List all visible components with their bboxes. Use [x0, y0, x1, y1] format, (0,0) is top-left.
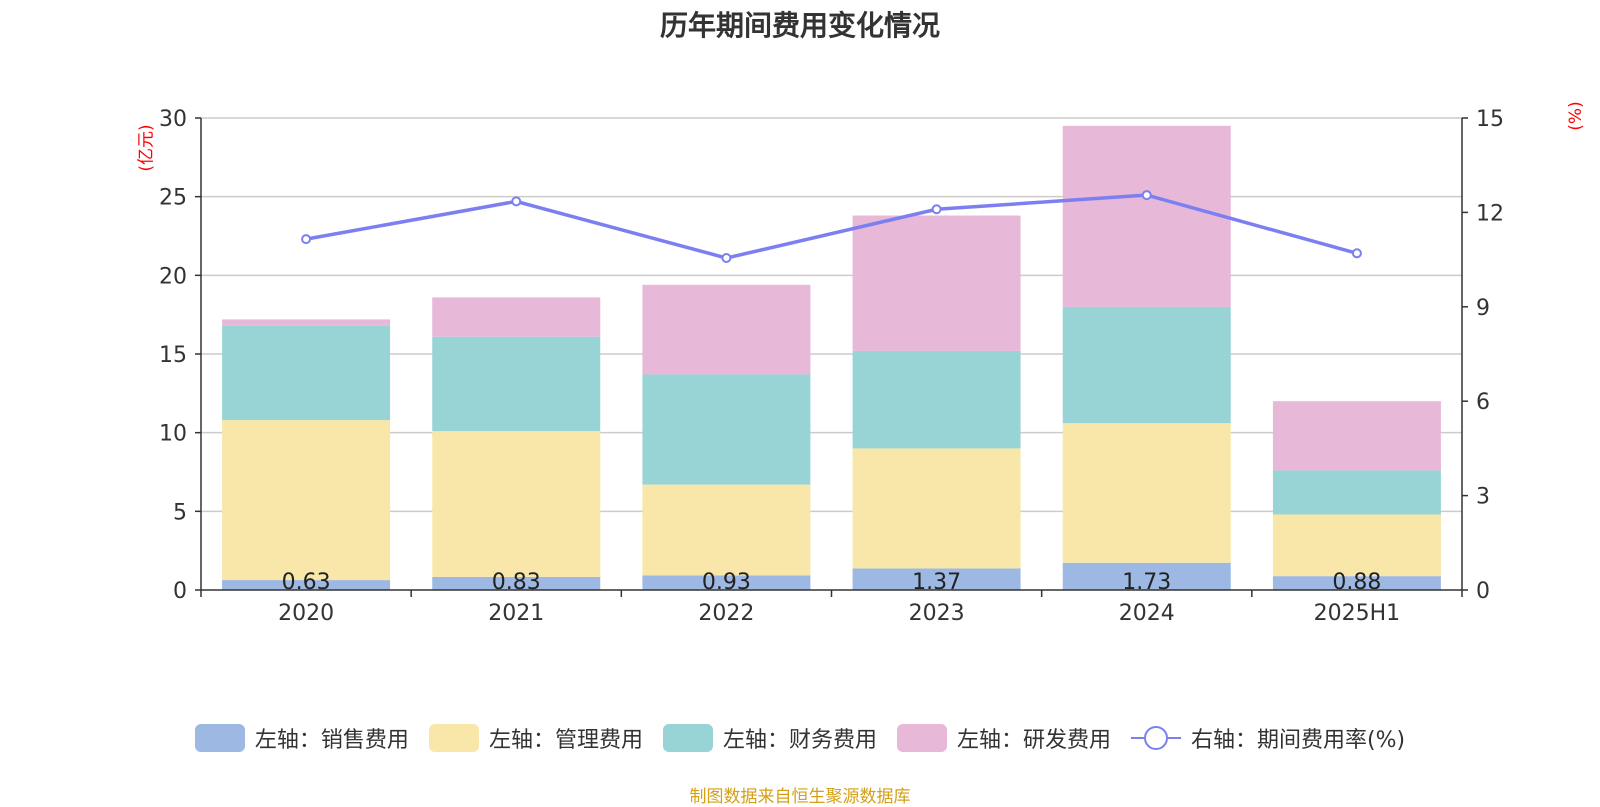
bar-segment [222, 319, 391, 326]
legend-item-sales-expense[interactable]: 左轴：销售费用 [194, 722, 409, 754]
bar-segment [222, 325, 391, 421]
legend: 左轴：销售费用 左轴：管理费用 左轴：财务费用 左轴：研发费用 右轴：期间费用率… [0, 722, 1600, 754]
bar-segment [852, 448, 1021, 569]
legend-label: 右轴：期间费用率(%) [1190, 728, 1406, 753]
bar-segment [1272, 470, 1441, 515]
bar-data-label: 0.83 [492, 570, 541, 595]
bar-data-label: 0.88 [1332, 570, 1381, 595]
legend-label: 左轴：财务费用 [722, 728, 877, 753]
bar-segment [852, 568, 1021, 590]
bar-segment [642, 575, 811, 590]
right-axis-tick-label: 15 [1476, 107, 1504, 132]
right-axis-tick-label: 6 [1476, 390, 1490, 415]
bar-data-label: 0.93 [702, 570, 751, 595]
bar-segment [432, 336, 601, 432]
data-source-note: 制图数据来自恒生聚源数据库 [689, 787, 911, 807]
bar-segment [432, 576, 601, 590]
bar-segment [1062, 125, 1231, 307]
bar-segment [432, 297, 601, 337]
legend-swatch [662, 724, 713, 752]
x-axis-tick-label: 2025H1 [1314, 601, 1401, 626]
left-axis-tick-label: 30 [159, 107, 187, 132]
legend-item-finance-expense[interactable]: 左轴：财务费用 [662, 722, 877, 754]
expense-ratio-point [721, 253, 732, 264]
right-axis-tick-label: 0 [1476, 579, 1490, 604]
bar-segment [852, 215, 1021, 351]
left-axis-tick-label: 5 [173, 500, 187, 525]
bar-segment [1272, 576, 1441, 590]
chart-title: 历年期间费用变化情况 [659, 9, 940, 42]
expense-ratio-point [301, 234, 312, 245]
bar-segment [222, 420, 391, 581]
legend-label: 左轴：销售费用 [254, 728, 409, 753]
line-marker-icon [1130, 724, 1181, 752]
bar-segment [642, 284, 811, 375]
bar-segment [1062, 423, 1231, 563]
x-axis-tick-label: 2021 [488, 601, 544, 626]
right-axis-unit: (%) [1566, 101, 1586, 131]
expense-ratio-point [1351, 248, 1362, 259]
left-axis-tick-label: 0 [173, 579, 187, 604]
legend-swatch [194, 724, 245, 752]
right-axis-tick-label: 9 [1476, 296, 1490, 321]
bar-data-label: 0.63 [282, 570, 331, 595]
legend-item-expense-ratio[interactable]: 右轴：期间费用率(%) [1130, 722, 1406, 754]
expense-ratio-point [1141, 190, 1152, 201]
bar-data-label: 1.73 [1122, 570, 1171, 595]
x-axis-tick-label: 2020 [278, 601, 334, 626]
x-axis-tick-label: 2024 [1119, 601, 1175, 626]
bar-segment [1272, 401, 1441, 471]
legend-label: 左轴：研发费用 [956, 728, 1111, 753]
bar-data-label: 1.37 [912, 570, 961, 595]
right-axis-tick-label: 3 [1476, 485, 1490, 510]
legend-item-admin-expense[interactable]: 左轴：管理费用 [428, 722, 643, 754]
left-axis-tick-label: 10 [159, 422, 187, 447]
legend-swatch [896, 724, 947, 752]
right-axis-tick-label: 12 [1476, 201, 1504, 226]
bar-segment [642, 374, 811, 485]
legend-item-rnd-expense[interactable]: 左轴：研发费用 [896, 722, 1111, 754]
x-axis-tick-label: 2022 [698, 601, 754, 626]
expense-ratio-line [305, 193, 1358, 260]
bar-segment [1062, 306, 1231, 424]
expense-ratio-point [511, 196, 522, 207]
legend-swatch [428, 724, 479, 752]
bar-segment [222, 580, 391, 590]
left-axis-tick-label: 15 [159, 343, 187, 368]
left-axis-tick-label: 20 [159, 264, 187, 289]
bar-segment [852, 350, 1021, 449]
expense-ratio-point [931, 204, 942, 215]
legend-label: 左轴：管理费用 [488, 728, 643, 753]
bar-segment [432, 431, 601, 577]
left-axis-tick-label: 25 [159, 186, 187, 211]
x-axis-tick-label: 2023 [909, 601, 965, 626]
bar-segment [642, 484, 811, 576]
bar-segment [1062, 562, 1231, 590]
bar-segment [1272, 514, 1441, 577]
left-axis-unit: (亿元) [136, 124, 157, 172]
